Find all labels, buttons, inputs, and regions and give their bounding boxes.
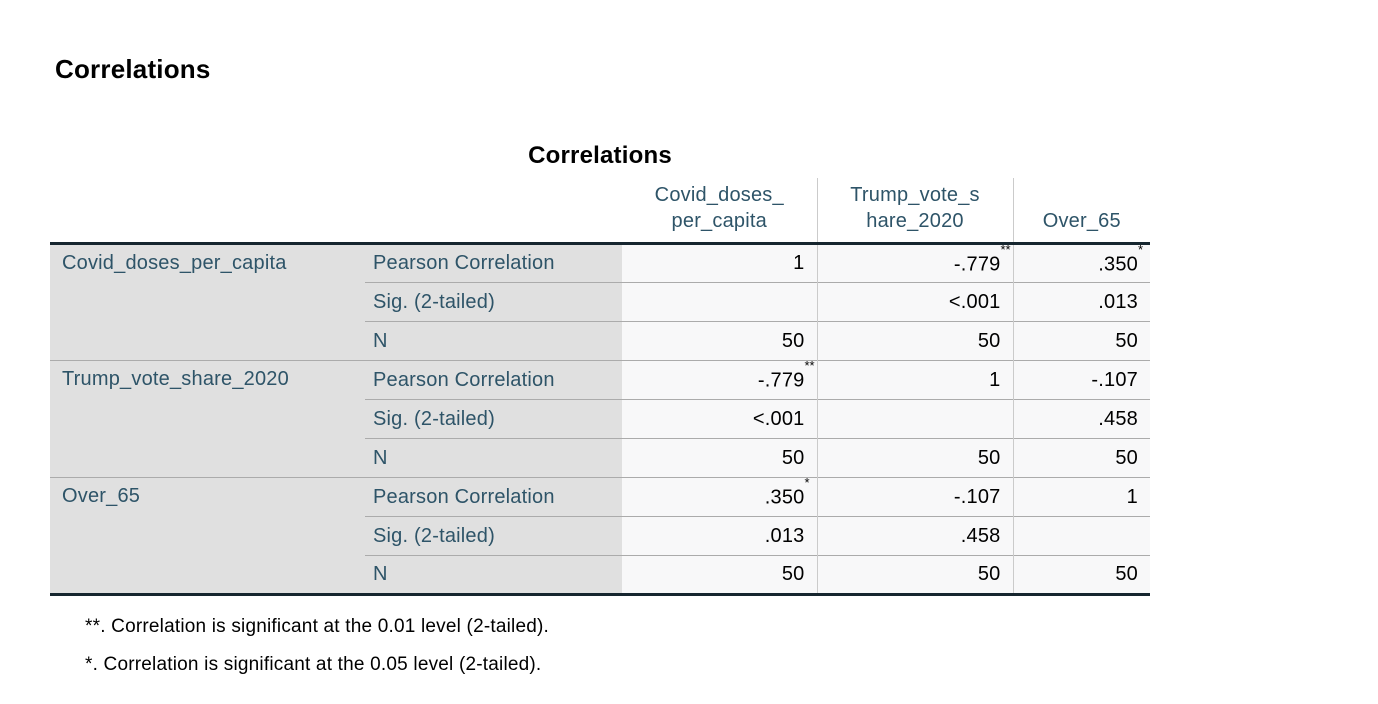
footnote-significance-001: **. Correlation is significant at the 0.… xyxy=(85,616,550,637)
value-cell: 50 xyxy=(622,555,817,596)
table-row: Covid_doses_per_capita Pearson Correlati… xyxy=(50,242,1150,361)
value-cell: .350* xyxy=(1012,242,1150,283)
value-cell: .350* xyxy=(622,475,817,517)
header-corner-cell xyxy=(50,178,622,245)
value-cell: 50 xyxy=(1012,438,1150,478)
stat-label: N xyxy=(365,321,622,361)
row-label-covid-doses-per-capita: Covid_doses_per_capita xyxy=(50,243,365,361)
table-row: Over_65 Pearson Correlation .350* -.107 … xyxy=(50,475,1150,596)
column-header-over-65: Over_65 xyxy=(1012,178,1150,245)
value-cell: 50 xyxy=(1012,555,1150,596)
value-cell: 50 xyxy=(1012,321,1150,361)
column-header-trump-vote-share-2020: Trump_vote_s hare_2020 xyxy=(816,178,1013,245)
stat-label: Sig. (2-tailed) xyxy=(365,516,622,556)
value-cell: 50 xyxy=(816,438,1013,478)
value-cell: .458 xyxy=(1012,399,1150,439)
value-cell: 1 xyxy=(816,360,1013,400)
column-header-covid-doses-per-capita: Covid_doses_ per_capita xyxy=(622,178,817,245)
table-footnotes: **. Correlation is significant at the 0.… xyxy=(50,608,1150,684)
table-row: Sig. (2-tailed) .013 .458 xyxy=(50,516,1150,556)
stat-label: Pearson Correlation xyxy=(365,477,622,517)
value-cell: 1 xyxy=(622,243,817,283)
row-label-trump-vote-share-2020: Trump_vote_share_2020 xyxy=(50,360,365,478)
stat-label: Pearson Correlation xyxy=(365,243,622,283)
value-cell: -.107 xyxy=(816,477,1013,517)
value-cell: .013 xyxy=(622,516,817,556)
stat-label: N xyxy=(365,438,622,478)
table-row: Sig. (2-tailed) <.001 .013 xyxy=(50,282,1150,322)
header-row: Covid_doses_ per_capita Trump_vote_s hare_… xyxy=(50,178,1150,245)
value-cell: 1 xyxy=(1012,477,1150,517)
stat-label: N xyxy=(365,555,622,596)
table-row: N 50 50 50 xyxy=(50,321,1150,361)
value-cell: -.779** xyxy=(622,358,817,400)
row-label-over-65: Over_65 xyxy=(50,477,365,596)
value-cell: 50 xyxy=(622,438,817,478)
table-row: Sig. (2-tailed) <.001 .458 xyxy=(50,399,1150,439)
value-cell: -.779** xyxy=(816,242,1013,283)
stat-label: Pearson Correlation xyxy=(365,360,622,400)
value-cell: .013 xyxy=(1012,282,1150,322)
stat-label: Sig. (2-tailed) xyxy=(365,399,622,439)
table-row: N 50 50 50 xyxy=(50,438,1150,478)
value-cell: <.001 xyxy=(816,282,1013,322)
table-row: Trump_vote_share_2020 Pearson Correlatio… xyxy=(50,358,1150,478)
value-cell xyxy=(622,282,817,322)
table-row: N 50 50 50 xyxy=(50,555,1150,596)
footnote-significance-005: *. Correlation is significant at the 0.0… xyxy=(85,654,542,675)
value-cell: 50 xyxy=(816,555,1013,596)
value-cell: 50 xyxy=(816,321,1013,361)
value-cell: <.001 xyxy=(622,399,817,439)
output-heading: Correlations xyxy=(55,54,211,84)
value-cell: 50 xyxy=(622,321,817,361)
value-cell: .458 xyxy=(816,516,1013,556)
correlations-pivot-table[interactable]: Correlations Covid_doses_ per_capita Trum… xyxy=(50,142,1150,684)
table-title: Correlations xyxy=(528,142,672,169)
stat-label: Sig. (2-tailed) xyxy=(365,282,622,322)
value-cell xyxy=(816,399,1013,439)
value-cell: -.107 xyxy=(1012,360,1150,400)
value-cell xyxy=(1012,516,1150,556)
correlations-table: Covid_doses_ per_capita Trump_vote_s hare_… xyxy=(50,178,1150,596)
